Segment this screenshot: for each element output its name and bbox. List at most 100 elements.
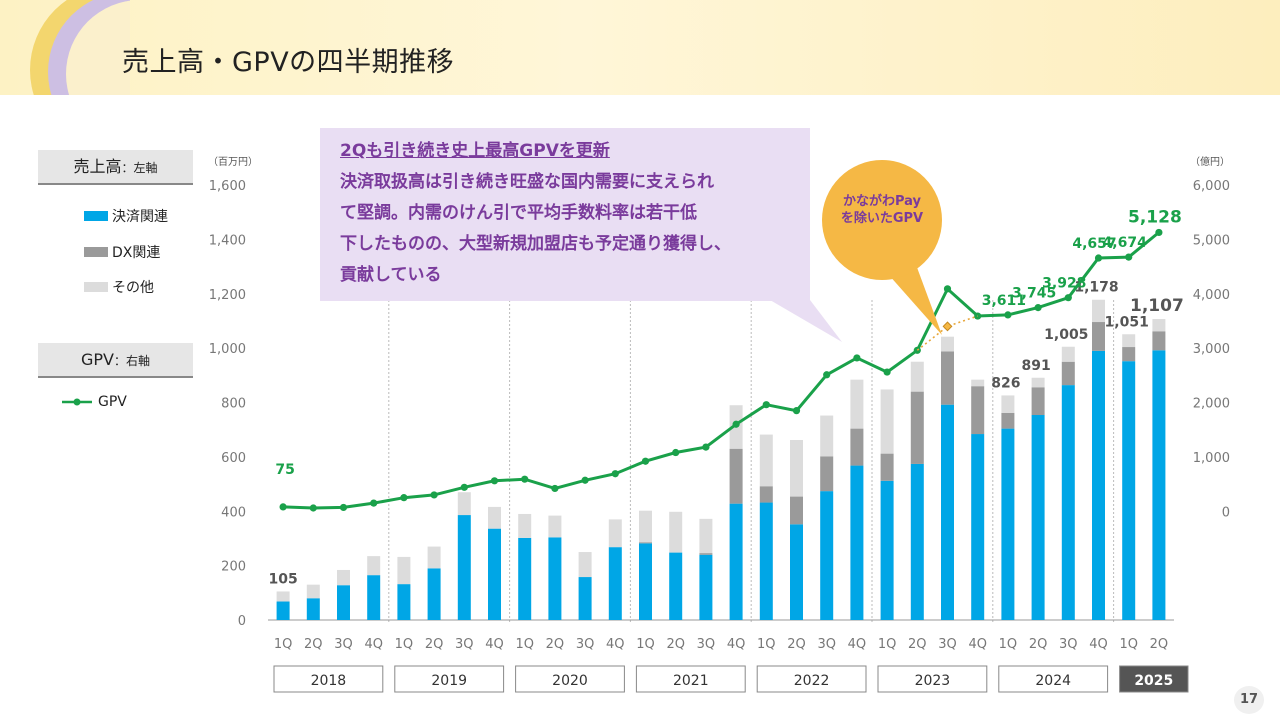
x-axis-quarter-label: 3Q (817, 637, 836, 652)
right-axis-tick: 1,000 (1193, 451, 1230, 466)
bar-other (367, 556, 381, 576)
x-axis-quarter-label: 4Q (606, 637, 625, 652)
gpv-point (1155, 228, 1163, 237)
x-axis-quarter-label: 3Q (697, 637, 716, 652)
legend-gpv-head: GPV：右軸 (38, 343, 193, 378)
bar-other (608, 519, 622, 548)
gpv-point (521, 475, 529, 483)
bar-other (1152, 319, 1166, 332)
bar-settlement (639, 543, 652, 620)
x-axis-quarter-label: 2Q (304, 637, 323, 652)
bar-settlement (518, 537, 532, 620)
legend-label-dx: DX関連 (112, 245, 161, 261)
gpv-point (974, 312, 982, 320)
year-box (998, 665, 1109, 693)
gpv-point (943, 285, 952, 293)
bar-other (639, 510, 652, 543)
gpv-point (641, 457, 650, 465)
right-axis-tick: 0 (1222, 505, 1230, 520)
gpv-point (823, 371, 831, 379)
bar-other (276, 591, 290, 602)
bar-settlement (276, 601, 290, 620)
left-axis-tick: 1,600 (209, 179, 246, 194)
x-axis-quarter-label: 1Q (757, 637, 776, 652)
callout-line-5: 貢献している (340, 265, 442, 285)
gpv-value-label: 3,611 (982, 293, 1026, 309)
dx-swatch (84, 247, 108, 257)
x-axis-quarter-label: 2Q (1029, 637, 1048, 652)
year-box (515, 665, 625, 693)
bar-dx (1031, 387, 1045, 416)
gpv-excl-kanagawa-point (942, 321, 953, 332)
bar-settlement (457, 515, 471, 620)
x-axis-quarter-label: 4Q (364, 637, 383, 652)
bar-settlement (1031, 415, 1045, 620)
callout-line-2: 決済取扱高は引き続き旺盛な国内需要に支えられ (340, 172, 714, 192)
x-axis-quarter-label: 1Q (878, 637, 897, 652)
bar-other (427, 546, 441, 569)
gpv-value-label: 5,128 (1128, 207, 1182, 227)
callout-line-3: て堅調。内需のけん引で平均手数料率は若干低 (340, 203, 697, 223)
bar-other (880, 389, 894, 454)
bar-other (971, 379, 985, 387)
bar-dx (699, 553, 713, 555)
x-axis-quarter-label: 3Q (1059, 637, 1078, 652)
kanagawa-pay-bubble-text: かながわPay を除いたGPV (822, 193, 942, 227)
gpv-value-label: 4,674 (1103, 235, 1148, 251)
gpv-point (490, 477, 499, 485)
bar-dx (1122, 347, 1136, 362)
right-axis-tick: 5,000 (1193, 233, 1230, 248)
bar-settlement (1092, 350, 1105, 620)
gpv-point (460, 483, 468, 491)
bar-other (790, 440, 803, 497)
bar-settlement (397, 584, 411, 620)
year-label: 2021 (673, 673, 709, 689)
bar-dx (1001, 412, 1015, 429)
left-axis-tick: 0 (238, 614, 246, 629)
year-label: 2024 (1035, 673, 1071, 689)
bar-dx (1092, 322, 1105, 351)
right-axis-tick: 4,000 (1193, 288, 1230, 303)
left-axis-tick: 400 (221, 505, 246, 520)
left-axis-tick: 1,400 (209, 233, 246, 248)
bar-settlement (1122, 361, 1136, 620)
x-axis-quarter-label: 2Q (666, 637, 685, 652)
x-axis-quarter-label: 4Q (727, 637, 746, 652)
legend-label-gpv: GPV (98, 394, 127, 410)
gpv-point (339, 503, 348, 512)
bar-settlement (790, 524, 803, 620)
bar-settlement (337, 585, 350, 620)
bar-dx (1152, 331, 1166, 351)
bar-total-label: 891 (1021, 358, 1050, 374)
bar-other (1122, 334, 1136, 348)
year-box (756, 665, 867, 693)
bar-settlement (850, 465, 864, 620)
bar-other (1092, 299, 1105, 323)
bar-other (337, 569, 350, 586)
gpv-point (732, 420, 740, 428)
x-axis-quarter-label: 1Q (999, 637, 1018, 652)
year-box (273, 665, 384, 693)
bar-settlement (910, 463, 924, 620)
gpv-point (430, 491, 438, 499)
bar-settlement (729, 503, 743, 620)
gpv-value-label: 4,657 (1072, 236, 1116, 252)
gpv-point (762, 401, 770, 409)
bar-settlement (608, 547, 622, 620)
left-axis-tick: 800 (221, 397, 246, 412)
gpv-point (551, 484, 559, 493)
bar-other (457, 492, 471, 516)
right-axis-tick: 3,000 (1193, 342, 1230, 357)
callout-text: 2Qも引き続き史上最高GPVを更新 決済取扱高は引き続き旺盛な国内需要に支えられ… (340, 136, 810, 291)
bar-other (669, 511, 683, 553)
bar-other (699, 518, 713, 554)
x-axis-quarter-label: 4Q (848, 637, 867, 652)
legend-item-settlement: 決済関連 (84, 206, 168, 226)
year-box (877, 665, 988, 693)
gpv-point (1064, 294, 1072, 302)
bar-total-label: 1,005 (1044, 327, 1088, 343)
year-box (1119, 665, 1189, 693)
right-axis-unit: （億円） (1190, 155, 1230, 168)
x-axis-quarter-label: 1Q (395, 637, 414, 652)
bar-settlement (941, 404, 954, 620)
